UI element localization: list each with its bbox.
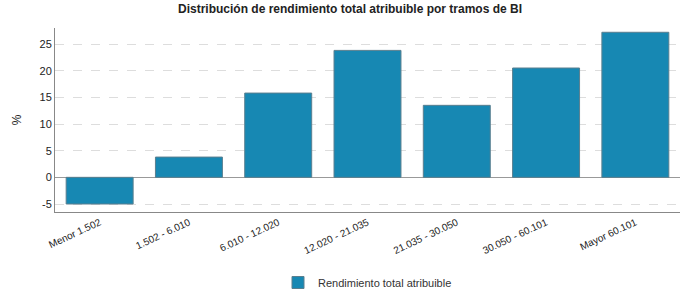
svg-text:Menor 1.502: Menor 1.502	[47, 216, 103, 250]
svg-text:6.010 - 12.020: 6.010 - 12.020	[218, 216, 282, 253]
svg-text:20: 20	[40, 65, 52, 77]
svg-text:10: 10	[40, 118, 52, 130]
svg-text:%: %	[10, 114, 24, 125]
svg-text:0: 0	[46, 171, 52, 183]
svg-text:21.035 - 30.050: 21.035 - 30.050	[392, 216, 461, 256]
svg-text:5: 5	[46, 145, 52, 157]
svg-text:-5: -5	[42, 198, 52, 210]
svg-text:Rendimiento total atribuible: Rendimiento total atribuible	[318, 277, 451, 289]
svg-text:Distribución de rendimiento to: Distribución de rendimiento total atribu…	[178, 2, 522, 16]
svg-text:15: 15	[40, 91, 52, 103]
svg-text:25: 25	[40, 38, 52, 50]
svg-text:Mayor 60.101: Mayor 60.101	[578, 216, 638, 252]
svg-text:1.502 - 6.010: 1.502 - 6.010	[134, 216, 192, 251]
svg-text:12.020 - 21.035: 12.020 - 21.035	[302, 216, 371, 256]
svg-text:30.050 - 60.101: 30.050 - 60.101	[481, 216, 550, 256]
